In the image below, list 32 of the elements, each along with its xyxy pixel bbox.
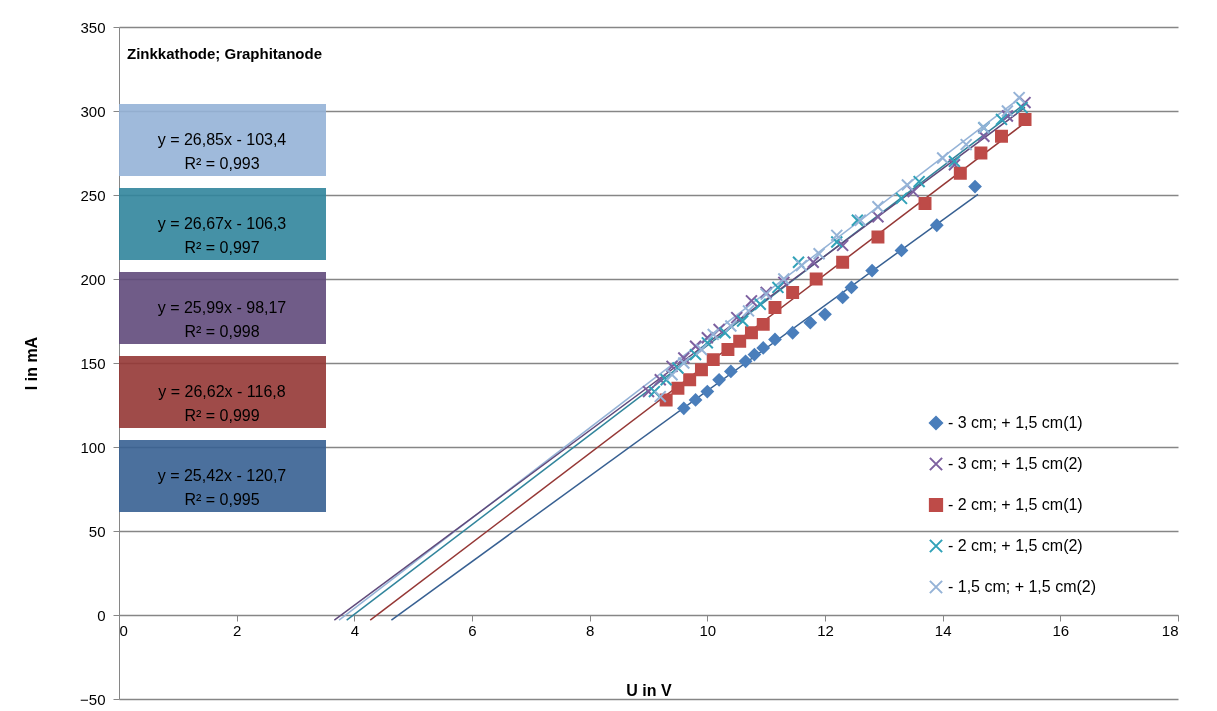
y-tick-label: 350 — [80, 18, 106, 36]
y-tick-label: 0 — [97, 606, 106, 624]
x-tick-label: 4 — [350, 621, 360, 639]
x-axis-title: U in V — [626, 681, 672, 699]
legend-label: - 3 cm; + 1,5 cm(2) — [948, 455, 1083, 472]
annotation: y = 25,99x - 98,17 R² = 0,998 — [157, 299, 287, 340]
legend-label: - 3 cm; + 1,5 cm(1) — [948, 414, 1083, 431]
annotation: y = 26,85x - 103,4 R² = 0,993 — [157, 131, 287, 172]
annotation: y = 26,67x - 106,3 R² = 0,997 — [157, 215, 287, 256]
x-tick-label: 12 — [817, 621, 834, 639]
x-tick-label: 2 — [232, 621, 242, 639]
y-tick-label: −50 — [80, 690, 106, 708]
y-tick-label: 150 — [80, 354, 106, 372]
annotation: y = 26,62x - 116,8 R² = 0,999 — [158, 383, 286, 424]
annotation: y = 25,42x - 120,7 R² = 0,995 — [157, 467, 287, 508]
y-tick-label: 200 — [80, 270, 106, 288]
x-tick-label: 10 — [699, 621, 717, 639]
y-tick-label: 300 — [80, 102, 106, 120]
x-tick-label: 18 — [1161, 621, 1179, 639]
x-tick-label: 0 — [119, 621, 128, 639]
legend-label: - 1,5 cm; + 1,5 cm(2) — [948, 578, 1097, 595]
x-tick-label: 8 — [585, 621, 595, 639]
text: Zinkkathode; Graphitanode — [127, 45, 323, 62]
x-tick-label: 16 — [1052, 621, 1070, 639]
x-tick-label: 14 — [934, 621, 952, 639]
y-axis-title: I in mA — [23, 336, 41, 391]
x-tick-label: 6 — [468, 621, 477, 639]
y-tick-label: 50 — [88, 522, 106, 540]
y-tick-label: 100 — [80, 438, 106, 456]
legend-label: - 2 cm; + 1,5 cm(1) — [948, 496, 1083, 513]
legend-label: - 2 cm; + 1,5 cm(2) — [948, 537, 1083, 554]
y-tick-label: 250 — [80, 186, 106, 204]
